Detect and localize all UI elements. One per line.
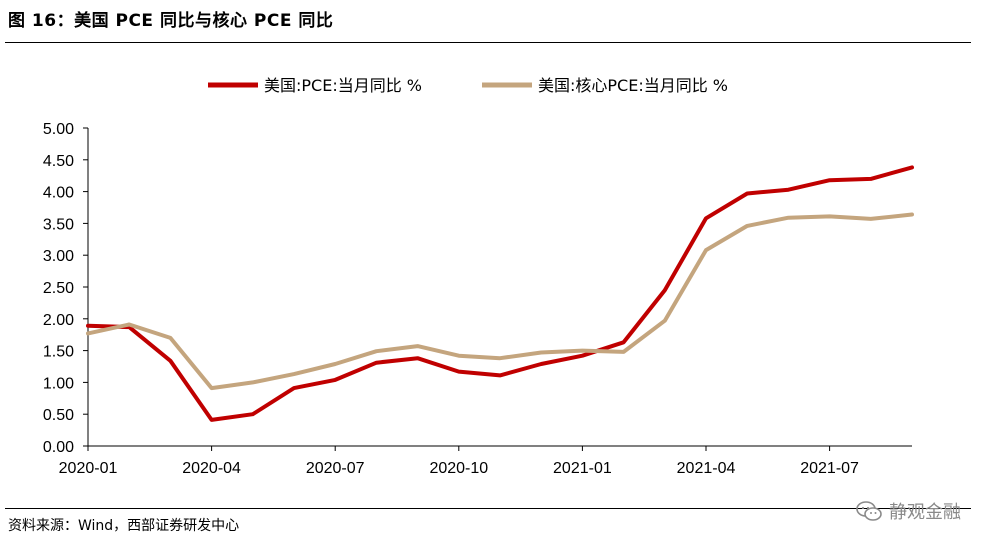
legend-item: 美国:PCE:当月同比 % [208, 76, 422, 95]
series-2 [86, 212, 914, 391]
x-tick-label: 2021-07 [800, 460, 859, 477]
x-tick-label: 2020-07 [306, 460, 365, 477]
legend: 美国:PCE:当月同比 % 美国:核心PCE:当月同比 % [208, 76, 728, 95]
y-tick-label: 1.00 [43, 375, 74, 392]
source-note: 资料来源：Wind，西部证券研发中心 [8, 518, 240, 534]
x-tick-label: 2021-01 [553, 460, 612, 477]
y-tick-label: 4.00 [43, 185, 74, 202]
y-tick-label: 1.50 [43, 344, 74, 361]
y-tick-label: 3.50 [43, 216, 74, 233]
y-tick-label: 3.00 [43, 248, 74, 265]
series-1 [86, 165, 914, 422]
legend-label: 美国:PCE:当月同比 % [264, 76, 422, 95]
y-tick-label: 0.50 [43, 407, 74, 424]
watermark: 静观金融 [855, 498, 961, 524]
series-line [86, 212, 914, 391]
top-rule [5, 42, 971, 43]
y-tick-label: 0.00 [43, 439, 74, 456]
y-tick-label: 2.50 [43, 280, 74, 297]
x-axis: 2020-01 2020-04 2020-07 2020-10 2021-01 2021-… [59, 445, 912, 477]
legend-label: 美国:核心PCE:当月同比 % [538, 76, 728, 95]
watermark-text: 静观金融 [889, 502, 961, 523]
x-tick-label: 2021-04 [677, 460, 736, 477]
y-tick-label: 4.50 [43, 153, 74, 170]
x-tick-label: 2020-10 [429, 460, 488, 477]
y-tick-label: 5.00 [43, 121, 74, 138]
series-line [86, 165, 914, 422]
bottom-rule [5, 508, 971, 509]
x-tick-label: 2020-01 [59, 460, 118, 477]
wechat-icon [856, 501, 882, 521]
series-layer [86, 165, 914, 422]
x-tick-label: 2020-04 [182, 460, 241, 477]
legend-item: 美国:核心PCE:当月同比 % [482, 76, 728, 95]
figure-title: 图 16：美国 PCE 同比与核心 PCE 同比 [8, 11, 334, 31]
y-tick-label: 2.00 [43, 312, 74, 329]
y-axis: 0.00 0.50 1.00 1.50 2.00 2.50 3.00 3.50 4.00 4.50… [43, 121, 89, 456]
